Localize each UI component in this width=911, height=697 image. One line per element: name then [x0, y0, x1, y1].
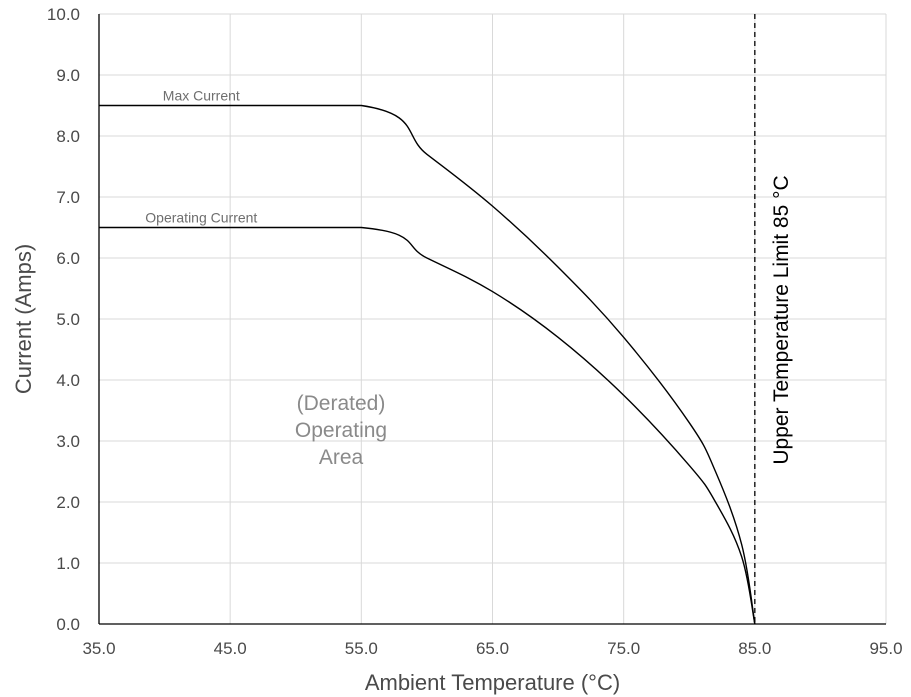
series-layer: [99, 104, 756, 625]
x-tick-label: 85.0: [738, 639, 771, 658]
y-tick-label: 9.0: [56, 66, 80, 85]
x-tick-label: 95.0: [869, 639, 902, 658]
x-tick-labels: 35.0 45.0 55.0 65.0 75.0 85.0 95.0: [82, 639, 902, 658]
y-tick-label: 8.0: [56, 127, 80, 146]
x-tick-label: 35.0: [82, 639, 115, 658]
series-line-0: [99, 104, 756, 625]
region-label-line-3: Area: [319, 446, 364, 469]
region-label-line-1: (Derated): [297, 392, 386, 415]
y-tick-label: 3.0: [56, 432, 80, 451]
series-label-max-current: Max Current: [163, 88, 240, 104]
x-tick-label: 75.0: [607, 639, 640, 658]
y-tick-label: 2.0: [56, 493, 80, 512]
y-tick-label: 7.0: [56, 188, 80, 207]
x-tick-label: 45.0: [214, 639, 247, 658]
y-tick-labels: 0.0 1.0 2.0 3.0 4.0 5.0 6.0 7.0 8.0 9.0 10.0: [47, 5, 80, 634]
series-line-1: [99, 226, 756, 625]
y-axis-title: Current (Amps): [11, 244, 36, 394]
y-tick-label: 5.0: [56, 310, 80, 329]
y-tick-label: 0.0: [56, 615, 80, 634]
y-tick-label: 4.0: [56, 371, 80, 390]
x-tick-label: 65.0: [476, 639, 509, 658]
region-annotation: (Derated) Operating Area: [295, 392, 387, 469]
x-axis-title: Ambient Temperature (°C): [365, 670, 620, 695]
y-tick-label: 1.0: [56, 554, 80, 573]
series-label-operating-current: Operating Current: [145, 210, 257, 226]
y-tick-label: 6.0: [56, 249, 80, 268]
temperature-limit-label: Upper Temperature Limit 85 °C: [770, 175, 793, 464]
y-tick-label: 10.0: [47, 5, 80, 24]
region-label-line-2: Operating: [295, 419, 387, 442]
x-tick-label: 55.0: [345, 639, 378, 658]
